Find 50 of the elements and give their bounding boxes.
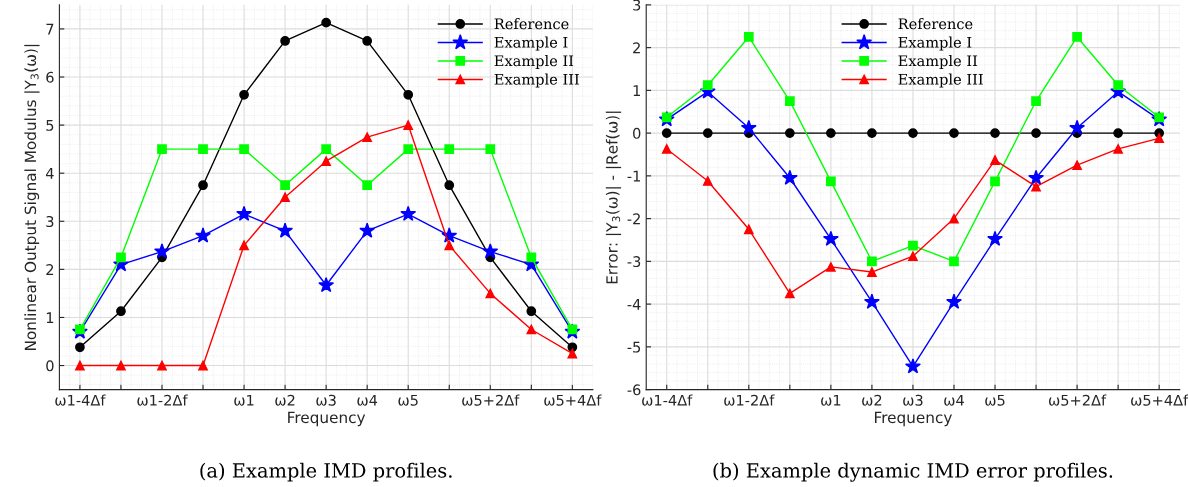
y-tick-label: 2: [46, 264, 54, 275]
x-tick-label: ω5+2Δf: [462, 394, 520, 406]
y-tick-label: -2: [627, 213, 640, 225]
y-tick-label: -1: [627, 170, 641, 182]
y-tick-label: 6: [46, 71, 54, 83]
y-axis-title: Nonlinear Output Signal Modulus |Y$_{3}$(ω)|: [24, 44, 40, 351]
legend-label: Example II: [494, 54, 574, 70]
y-tick-label: 4: [45, 168, 54, 179]
x-tick-label: ω5: [398, 394, 418, 406]
x-tick-label: ω1: [821, 394, 841, 406]
legend-label: Example I: [494, 36, 568, 51]
x-tick-label: ω4: [944, 394, 964, 406]
x-tick-label: ω5+4Δf: [544, 394, 602, 406]
x-tick-label: ω3: [316, 394, 336, 406]
x-axis-title: Frequency: [288, 411, 366, 427]
y-tick-label: 0: [633, 127, 641, 139]
y-tick-label: 1: [633, 85, 641, 96]
y-tick-label: -6: [627, 384, 641, 396]
y-tick-label: 3: [633, 0, 641, 11]
legend-label: Example III: [494, 73, 579, 88]
text: (a) Example IMD profiles.: [200, 462, 452, 482]
x-tick-label: ω1-4Δf: [55, 394, 106, 406]
y-tick-label: 2: [633, 42, 640, 54]
legend-label: Example I: [898, 36, 972, 51]
x-tick-label: ω2: [275, 394, 295, 406]
text: (b) Example dynamic IMD error profiles.: [713, 462, 1113, 482]
x-tick-label: ω1-2Δf: [137, 394, 188, 406]
x-tick-label: ω1: [234, 394, 254, 406]
y-tick-label: 3: [46, 216, 54, 228]
y-tick-label: 5: [46, 120, 54, 131]
y-tick-label: -5: [627, 341, 641, 353]
x-tick-label: ω1-4Δf: [642, 394, 693, 406]
legend-label: Example II: [898, 54, 978, 70]
legend-label: Reference: [494, 17, 569, 30]
x-tick-label: ω5+2Δf: [1049, 394, 1107, 406]
x-tick-label: ω1-2Δf: [724, 394, 775, 406]
x-tick-label: ω5+4Δf: [1131, 394, 1188, 406]
y-tick-label: -4: [627, 299, 641, 310]
x-tick-label: ω2: [862, 394, 882, 406]
x-tick-label: ω4: [357, 394, 378, 406]
y-tick-label: 1: [46, 312, 54, 323]
y-tick-label: -3: [627, 256, 641, 268]
legend-label: Reference: [898, 17, 973, 30]
y-axis-title: Error: |Y$_{3}$(ω)| - |Ref(ω)|: [605, 111, 622, 284]
y-tick-label: 7: [46, 23, 54, 35]
legend-label: Example III: [898, 73, 983, 88]
x-tick-label: ω5: [985, 394, 1005, 406]
x-axis-title: Frequency: [874, 411, 952, 427]
y-tick-label: 0: [46, 360, 54, 372]
x-tick-label: ω3: [903, 394, 923, 406]
